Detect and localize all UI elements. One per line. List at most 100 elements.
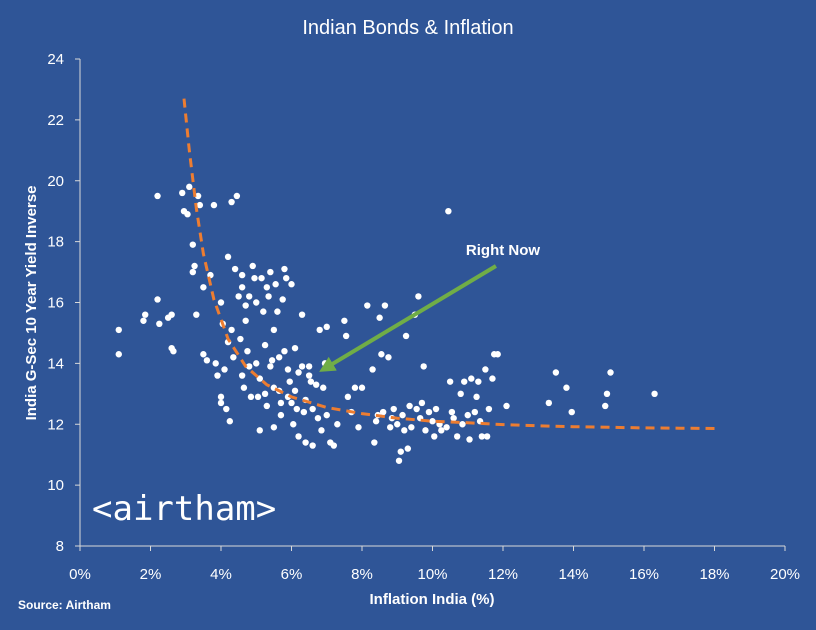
data-point — [342, 332, 350, 340]
data-point — [256, 375, 263, 382]
data-point — [438, 427, 445, 434]
data-point — [459, 421, 466, 428]
data-point — [242, 302, 249, 309]
data-point — [468, 375, 475, 382]
data-point — [263, 402, 271, 410]
data-point — [394, 421, 401, 428]
data-point — [399, 411, 406, 419]
y-tick-label: 18 — [47, 234, 64, 251]
data-point — [200, 351, 207, 358]
data-point — [272, 281, 279, 288]
data-point — [281, 265, 288, 273]
data-point — [277, 411, 285, 419]
data-point — [355, 424, 362, 431]
data-point — [238, 271, 246, 279]
data-point — [240, 384, 248, 391]
data-point — [404, 445, 412, 452]
chart-title: Indian Bonds & Inflation — [302, 17, 513, 39]
data-point — [298, 311, 306, 318]
data-point — [214, 372, 221, 379]
data-point — [142, 311, 149, 318]
data-point — [379, 408, 387, 416]
airtham-logo: <airtham> — [92, 489, 276, 529]
data-point — [295, 369, 302, 376]
x-tick-label: 10% — [417, 566, 447, 583]
y-tick-label: 10 — [47, 477, 64, 494]
axes — [75, 58, 786, 551]
data-point — [305, 363, 313, 370]
data-point — [494, 351, 501, 358]
data-point — [420, 363, 427, 370]
data-point — [475, 378, 482, 385]
data-point — [189, 241, 196, 248]
data-point — [602, 402, 609, 410]
data-point — [446, 378, 454, 385]
data-point — [251, 274, 258, 282]
data-point — [261, 390, 269, 398]
data-point — [275, 354, 283, 361]
trend-line — [182, 98, 715, 430]
data-point — [568, 408, 575, 416]
y-tick-label: 20 — [47, 173, 64, 190]
data-point — [482, 366, 489, 373]
data-point — [258, 274, 265, 282]
data-point — [256, 427, 263, 434]
data-point — [466, 436, 473, 443]
data-point — [485, 405, 493, 413]
data-point — [378, 351, 385, 358]
y-tick-label: 8 — [56, 538, 64, 555]
data-point — [268, 357, 276, 364]
data-point — [563, 384, 570, 391]
data-point — [387, 424, 394, 431]
data-point — [445, 207, 452, 215]
data-point — [385, 354, 392, 361]
data-point — [263, 284, 271, 291]
data-point — [140, 317, 147, 324]
data-point — [320, 384, 327, 391]
x-tick-label: 2% — [140, 566, 162, 583]
data-point — [244, 348, 251, 355]
data-point — [545, 399, 553, 407]
data-point — [189, 268, 196, 276]
data-point — [254, 393, 262, 401]
data-point — [194, 192, 202, 200]
data-point — [300, 408, 308, 416]
data-point — [228, 198, 235, 206]
data-point — [170, 348, 177, 355]
data-point — [291, 387, 299, 394]
data-point — [422, 427, 429, 434]
data-point — [471, 408, 478, 416]
data-point — [230, 354, 237, 361]
data-point — [242, 317, 249, 324]
data-point — [358, 384, 366, 391]
y-tick-label: 22 — [47, 112, 64, 129]
data-point — [224, 253, 232, 261]
data-point — [210, 201, 218, 209]
x-tick-label: 12% — [488, 566, 518, 583]
data-points — [115, 183, 658, 464]
data-point — [395, 457, 403, 464]
y-tick-label: 14 — [47, 355, 64, 372]
data-point — [369, 366, 376, 373]
data-point — [307, 378, 315, 385]
data-point — [238, 372, 246, 379]
data-point — [330, 442, 337, 449]
data-point — [217, 399, 225, 407]
data-point — [246, 363, 253, 370]
data-point — [305, 372, 313, 379]
data-point — [253, 360, 260, 367]
y-tick-label: 12 — [47, 416, 64, 433]
data-point — [196, 201, 204, 209]
data-point — [489, 375, 496, 382]
data-point — [483, 433, 491, 440]
x-tick-label: 20% — [770, 566, 800, 583]
data-point — [267, 363, 274, 370]
data-point — [408, 424, 415, 431]
x-tick-label: 0% — [69, 566, 91, 583]
data-point — [432, 405, 440, 413]
data-point — [390, 405, 397, 413]
data-point — [406, 402, 413, 410]
data-point — [231, 265, 239, 273]
data-point — [288, 281, 295, 288]
